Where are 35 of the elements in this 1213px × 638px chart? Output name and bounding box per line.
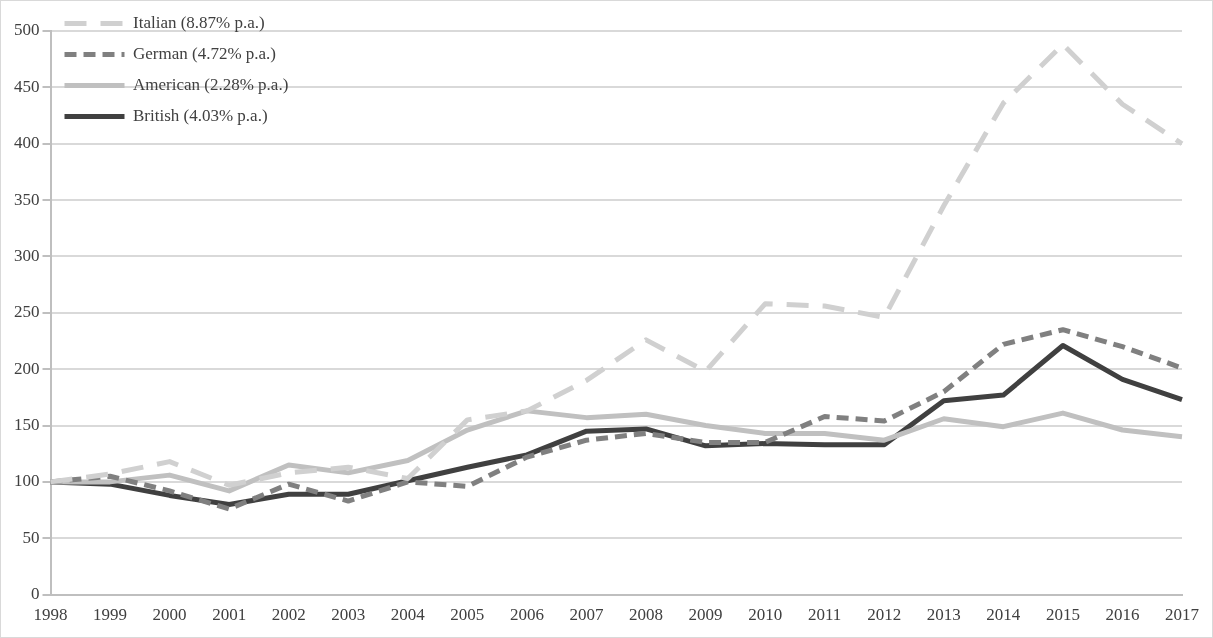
y-tick-label: 200	[14, 358, 40, 378]
x-tick-label: 2000	[152, 605, 187, 625]
y-tick-label: 400	[14, 133, 40, 153]
x-tick-label: 2015	[1045, 605, 1080, 625]
x-tick-label: 2002	[271, 605, 306, 625]
x-tick-label: 2013	[926, 605, 961, 625]
x-tick-label: 2001	[212, 605, 247, 625]
y-tick-label: 50	[22, 527, 40, 547]
x-tick-label: 1999	[93, 605, 128, 625]
y-tick-label: 100	[14, 471, 40, 491]
x-tick-label: 2007	[569, 605, 604, 625]
y-tick-label: 350	[14, 189, 40, 209]
x-tick-label: 2014	[986, 605, 1021, 625]
x-tick-label: 2016	[1105, 605, 1140, 625]
x-tick-label: 2011	[808, 605, 842, 625]
legend-label: British (4.03% p.a.)	[133, 105, 268, 125]
legend-label: Italian (8.87% p.a.)	[133, 12, 265, 32]
x-tick-label: 2004	[390, 605, 426, 625]
legend-label: American (2.28% p.a.)	[133, 74, 289, 94]
y-tick-label: 0	[31, 584, 40, 604]
x-tick-label: 2017	[1165, 605, 1200, 625]
x-tick-label: 2009	[688, 605, 723, 625]
y-tick-label: 450	[14, 76, 40, 96]
y-tick-label: 300	[14, 245, 40, 265]
y-tick-label: 500	[14, 20, 40, 40]
x-tick-label: 2010	[748, 605, 783, 625]
x-tick-label: 2006	[509, 605, 544, 625]
y-tick-label: 250	[14, 302, 40, 322]
y-tick-label: 150	[14, 414, 40, 434]
x-tick-label: 2005	[450, 605, 485, 625]
x-tick-label: 2003	[331, 605, 366, 625]
x-tick-label: 1998	[33, 605, 68, 625]
x-tick-label: 2012	[867, 605, 902, 625]
legend-label: German (4.72% p.a.)	[133, 43, 277, 63]
x-tick-label: 2008	[629, 605, 664, 625]
